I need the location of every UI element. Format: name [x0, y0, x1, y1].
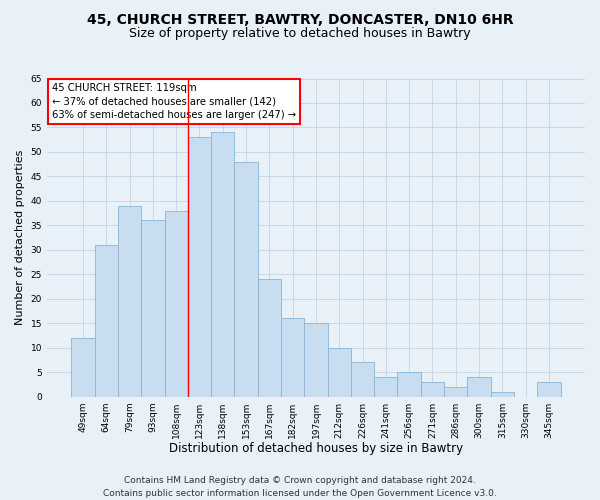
Bar	[71, 338, 95, 396]
Bar	[258, 279, 281, 396]
Bar	[467, 377, 491, 396]
Bar	[444, 387, 467, 396]
Bar	[421, 382, 444, 396]
Bar	[351, 362, 374, 396]
Bar	[374, 377, 397, 396]
Bar	[141, 220, 164, 396]
Bar	[164, 210, 188, 396]
Bar	[211, 132, 235, 396]
Text: Contains HM Land Registry data © Crown copyright and database right 2024.
Contai: Contains HM Land Registry data © Crown c…	[103, 476, 497, 498]
Bar	[118, 206, 141, 396]
Bar	[281, 318, 304, 396]
Bar	[188, 137, 211, 396]
Bar	[235, 162, 258, 396]
Text: Size of property relative to detached houses in Bawtry: Size of property relative to detached ho…	[129, 28, 471, 40]
Text: 45 CHURCH STREET: 119sqm
← 37% of detached houses are smaller (142)
63% of semi-: 45 CHURCH STREET: 119sqm ← 37% of detach…	[52, 84, 296, 120]
Text: 45, CHURCH STREET, BAWTRY, DONCASTER, DN10 6HR: 45, CHURCH STREET, BAWTRY, DONCASTER, DN…	[86, 12, 514, 26]
Bar	[491, 392, 514, 396]
Bar	[328, 348, 351, 397]
Bar	[397, 372, 421, 396]
Bar	[537, 382, 560, 396]
X-axis label: Distribution of detached houses by size in Bawtry: Distribution of detached houses by size …	[169, 442, 463, 455]
Y-axis label: Number of detached properties: Number of detached properties	[15, 150, 25, 325]
Bar	[304, 323, 328, 396]
Bar	[95, 245, 118, 396]
